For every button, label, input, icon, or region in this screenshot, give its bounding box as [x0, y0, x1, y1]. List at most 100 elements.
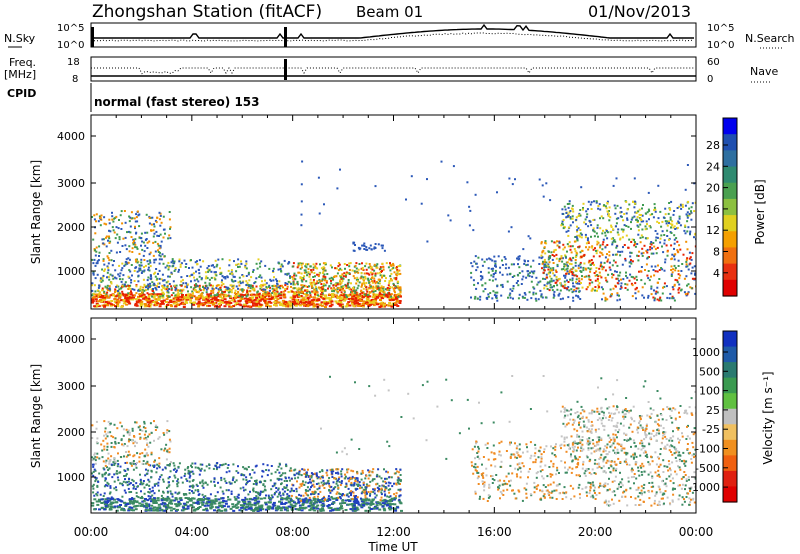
heatmap-cell	[590, 263, 592, 266]
heatmap-cell	[208, 282, 211, 285]
heatmap-cell	[534, 297, 537, 300]
heatmap-cell	[122, 509, 126, 512]
heatmap-cell	[93, 494, 96, 497]
heatmap-cell	[230, 482, 233, 485]
heatmap-cell	[666, 296, 669, 299]
heatmap-cell	[118, 506, 121, 508]
heatmap-cell	[127, 487, 130, 490]
heatmap-cell	[666, 224, 669, 227]
heatmap-cell	[243, 507, 246, 510]
heatmap-cell	[116, 299, 120, 302]
heatmap-cell	[371, 295, 374, 298]
heatmap-cell	[233, 292, 236, 295]
heatmap-cell	[128, 258, 131, 261]
heatmap-cell	[255, 285, 258, 288]
heatmap-cell	[118, 275, 121, 278]
heatmap-cell	[112, 303, 115, 306]
heatmap-cell	[540, 293, 543, 296]
heatmap-cell	[172, 480, 175, 483]
heatmap-cell	[348, 287, 351, 290]
heatmap-cell	[179, 302, 183, 305]
heatmap-cell	[388, 282, 391, 285]
heatmap-cell	[666, 254, 669, 257]
power-ylabel: Slant Range [km]	[29, 160, 43, 264]
heatmap-cell	[233, 303, 237, 306]
heatmap-cell	[93, 498, 97, 501]
heatmap-cell	[566, 287, 569, 290]
heatmap-cell	[567, 272, 570, 275]
heatmap-cell	[174, 497, 178, 500]
heatmap-cell	[213, 509, 216, 512]
heatmap-cell	[281, 488, 284, 491]
heatmap-cell	[160, 497, 164, 500]
heatmap-cell	[143, 259, 146, 261]
heatmap-cell	[694, 201, 696, 204]
heatmap-cell	[509, 292, 512, 295]
heatmap-cell	[113, 505, 117, 508]
heatmap-cell	[370, 248, 373, 251]
heatmap-cell	[368, 263, 371, 265]
heatmap-cell	[355, 278, 358, 281]
heatmap-cell	[637, 259, 640, 262]
heatmap-cell	[232, 275, 235, 278]
heatmap-cell	[305, 294, 309, 296]
heatmap-cell	[518, 257, 521, 260]
heatmap-cell	[167, 261, 170, 264]
heatmap-cell	[134, 227, 136, 230]
heatmap-cell	[658, 222, 660, 224]
heatmap-cell	[232, 476, 235, 479]
heatmap-cell	[392, 507, 396, 510]
heatmap-cell	[574, 256, 577, 258]
heatmap-cell	[212, 288, 215, 291]
heatmap-cell	[345, 274, 347, 277]
heatmap-cell	[284, 487, 287, 489]
heatmap-cell	[166, 486, 168, 489]
heatmap-cell	[124, 296, 127, 298]
heatmap-cell	[119, 278, 121, 281]
heatmap-cell	[177, 500, 181, 503]
heatmap-cell	[115, 470, 118, 473]
heatmap-cell	[148, 222, 151, 225]
heatmap-cell	[107, 302, 110, 305]
heatmap-cell	[115, 486, 117, 489]
heatmap-cell	[312, 298, 316, 301]
heatmap-cell	[608, 250, 611, 253]
heatmap-cell	[120, 299, 123, 302]
heatmap-cell	[358, 263, 361, 265]
heatmap-cell	[642, 220, 645, 223]
heatmap-cell	[246, 289, 249, 292]
heatmap-cell	[237, 263, 240, 266]
heatmap-cell	[628, 203, 631, 206]
heatmap-cell	[132, 484, 135, 486]
heatmap-cell	[140, 237, 143, 239]
heatmap-cell	[305, 263, 307, 266]
heatmap-cell	[100, 214, 103, 217]
heatmap-cell	[289, 303, 293, 306]
heatmap-cell	[358, 295, 361, 298]
heatmap-cell	[690, 258, 693, 261]
heatmap-cell	[384, 294, 388, 297]
heatmap-cell	[501, 273, 504, 276]
heatmap-cell	[470, 276, 473, 279]
heatmap-cell	[558, 277, 561, 280]
heatmap-cell	[92, 463, 94, 466]
heatmap-cell	[334, 267, 337, 270]
heatmap-cell	[385, 304, 389, 307]
heatmap-cell	[227, 489, 230, 492]
heatmap-cell	[489, 258, 492, 261]
heatmap-cell	[598, 285, 600, 288]
heatmap-cell	[276, 284, 279, 287]
heatmap-cell	[302, 500, 306, 502]
heatmap-cell	[344, 509, 348, 511]
heatmap-cell	[395, 278, 398, 281]
heatmap-cell	[223, 285, 226, 288]
heatmap-cell	[555, 275, 558, 278]
heatmap-cell	[182, 506, 186, 509]
heatmap-cell	[209, 503, 213, 506]
heatmap-cell	[101, 304, 105, 307]
heatmap-cell	[373, 277, 376, 280]
heatmap-cell	[166, 285, 169, 288]
heatmap-cell	[146, 247, 149, 249]
heatmap-cell	[123, 210, 126, 212]
heatmap-cell	[205, 284, 208, 287]
